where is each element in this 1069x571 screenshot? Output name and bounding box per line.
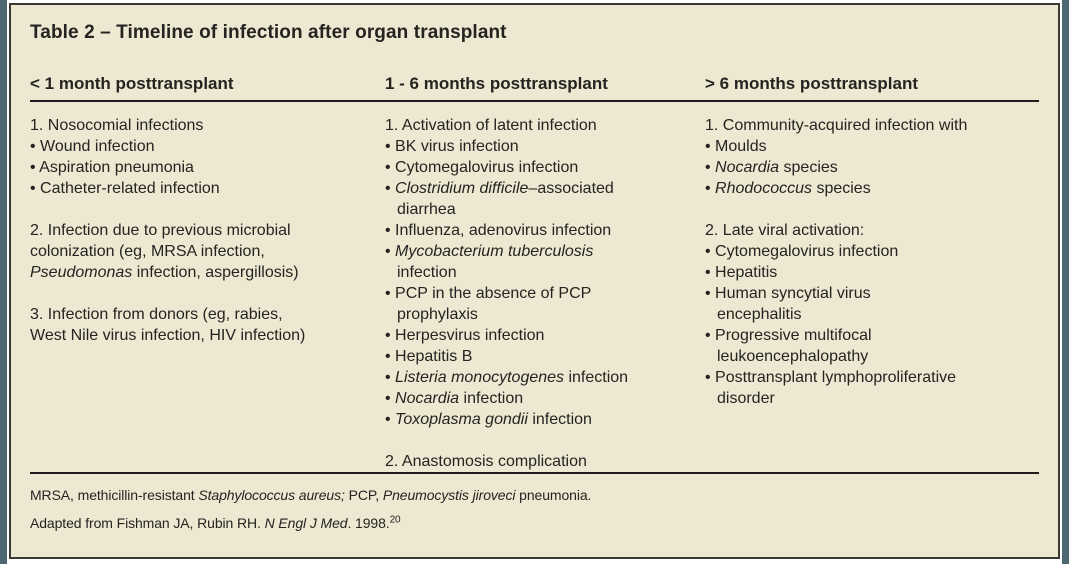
number-marker: 2. — [705, 222, 723, 239]
numbered-item: 2. Anastomosis complication — [385, 453, 587, 470]
column-items: 1. Activation of latent infection • BK vi… — [385, 115, 691, 472]
table-title: Table 2 – Timeline of infection after or… — [30, 22, 507, 43]
numbered-item: 1. Nosocomial infections — [30, 117, 204, 134]
number-marker: 1. — [385, 117, 402, 134]
bullet-item: • Cytomegalovirus infection — [705, 243, 899, 260]
number-marker: 2. — [385, 453, 402, 470]
bullet-item: • Cytomegalovirus infection — [385, 159, 579, 176]
bullet-item: • Moulds — [705, 138, 767, 155]
bullet-marker: • — [705, 159, 716, 176]
bullet-item: • Aspiration pneumonia — [30, 159, 194, 176]
column-items: 1. Community-acquired infection with • Mo… — [705, 115, 1025, 409]
bullet-item: • Wound infection — [30, 138, 155, 155]
number-marker: 3. — [30, 306, 48, 323]
frame-bar-right — [1062, 0, 1069, 564]
footnote-source-citation: Adapted from Fishman JA, Rubin RH. N Eng… — [30, 514, 401, 531]
table-panel: Table 2 – Timeline of infection after or… — [9, 3, 1060, 559]
bullet-marker: • — [385, 369, 396, 386]
column-header-row: < 1 month posttransplant 1 - 6 months po… — [30, 73, 1039, 102]
footnote-abbreviations: MRSA, methicillin-resistant Staphylococc… — [30, 487, 592, 503]
bullet-item: • BK virus infection — [385, 138, 519, 155]
numbered-item: 1. Community-acquired infection with — [705, 117, 968, 134]
bullet-item: • Influenza, adenovirus infection — [385, 222, 612, 239]
column-items: 1. Nosocomial infections • Wound infectio… — [30, 115, 371, 346]
numbered-item: 1. Activation of latent infection — [385, 117, 597, 134]
number-marker: 2. — [30, 222, 48, 239]
group-spacer — [30, 283, 371, 304]
bullet-item: • Nocardia infection — [385, 390, 524, 407]
footnotes: MRSA, methicillin-resistant Staphylococc… — [30, 472, 1039, 532]
table-column-1-to-6-months: 1. Activation of latent infection • BK vi… — [385, 115, 705, 472]
table-column-over-6-months: 1. Community-acquired infection with • Mo… — [705, 115, 1039, 472]
bullet-item: • Hepatitis — [705, 264, 778, 281]
bullet-item: • Hepatitis B — [385, 348, 473, 365]
bullet-item: • Herpesvirus infection — [385, 327, 545, 344]
bullet-marker: • — [705, 369, 716, 386]
bullet-marker: • — [705, 327, 716, 344]
bullet-marker: • — [385, 138, 396, 155]
bullet-marker: • — [30, 159, 40, 176]
bullet-marker: • — [705, 264, 716, 281]
bullet-marker: • — [385, 327, 396, 344]
bullet-marker: • — [385, 159, 396, 176]
bullet-item: • Rhodococcus species — [705, 180, 871, 197]
bullet-item: • Human syncytial virus encephalitis — [705, 285, 871, 323]
column-header-1-to-6-months: 1 - 6 months posttransplant — [385, 74, 608, 93]
bullet-marker: • — [385, 222, 396, 239]
bullet-marker: • — [705, 138, 716, 155]
table-body: 1. Nosocomial infections • Wound infectio… — [30, 102, 1039, 472]
frame-bar-left — [0, 0, 7, 564]
group-spacer — [30, 199, 371, 220]
bullet-item: • Catheter-related infection — [30, 180, 220, 197]
number-marker: 1. — [30, 117, 48, 134]
bullet-marker: • — [705, 285, 716, 302]
group-spacer — [385, 430, 691, 451]
numbered-item: 2. Infection due to previous microbial co… — [30, 222, 299, 281]
group-spacer — [705, 199, 1025, 220]
bullet-item: • Progressive multifocal leukoencephalopa… — [705, 327, 872, 365]
bullet-item: • Listeria monocytogenes infection — [385, 369, 629, 386]
bullet-marker: • — [705, 243, 716, 260]
column-header-under-1-month: < 1 month posttransplant — [30, 74, 234, 93]
bullet-marker: • — [385, 411, 396, 428]
column-header-over-6-months: > 6 months posttransplant — [705, 74, 918, 93]
bullet-marker: • — [385, 285, 396, 302]
bullet-item: • Nocardia species — [705, 159, 838, 176]
bullet-marker: • — [385, 348, 396, 365]
bullet-marker: • — [30, 138, 41, 155]
numbered-item: 2. Late viral activation: — [705, 222, 865, 239]
bullet-marker: • — [30, 180, 41, 197]
bullet-item: • PCP in the absence of PCP prophylaxis — [385, 285, 592, 323]
bullet-marker: • — [385, 390, 396, 407]
bullet-marker: • — [705, 180, 716, 197]
table-column-under-1-month: 1. Nosocomial infections • Wound infectio… — [30, 115, 385, 472]
bullet-item: • Clostridium difficile–associated diarrh… — [385, 180, 614, 218]
bullet-item: • Posttransplant lymphoproliferative diso… — [705, 369, 957, 407]
bullet-marker: • — [385, 243, 396, 260]
bullet-item: • Mycobacterium tuberculosis infection — [385, 243, 594, 281]
bullet-item: • Toxoplasma gondii infection — [385, 411, 592, 428]
bullet-marker: • — [385, 180, 396, 197]
number-marker: 1. — [705, 117, 723, 134]
numbered-item: 3. Infection from donors (eg, rabies, Wes… — [30, 306, 306, 344]
